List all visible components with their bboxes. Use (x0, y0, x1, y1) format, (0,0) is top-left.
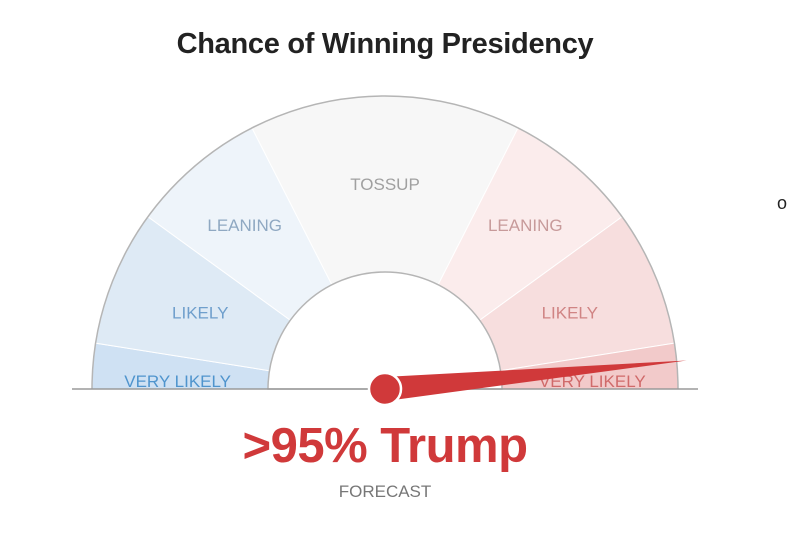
zone-label-5: LEANING (488, 216, 563, 235)
gauge-outer-arc (91, 95, 679, 390)
zone-label-4: TOSSUP (350, 175, 420, 194)
forecast-label: FORECAST (338, 482, 432, 501)
needle-hub (367, 371, 403, 407)
gauge-needle (367, 360, 687, 407)
zone-label-3: LEANING (207, 216, 282, 235)
chart-title: Chance of Winning Presidency (176, 28, 594, 60)
edge-text: o (777, 193, 788, 213)
result-text: >95% Trump (242, 419, 528, 473)
gauge-inner-arc (267, 271, 503, 390)
zone-label-2: LIKELY (172, 303, 228, 322)
needle-pointer (383, 360, 687, 401)
zone-label-1: VERY LIKELY (124, 372, 231, 391)
zone-label-6: LIKELY (542, 303, 598, 322)
